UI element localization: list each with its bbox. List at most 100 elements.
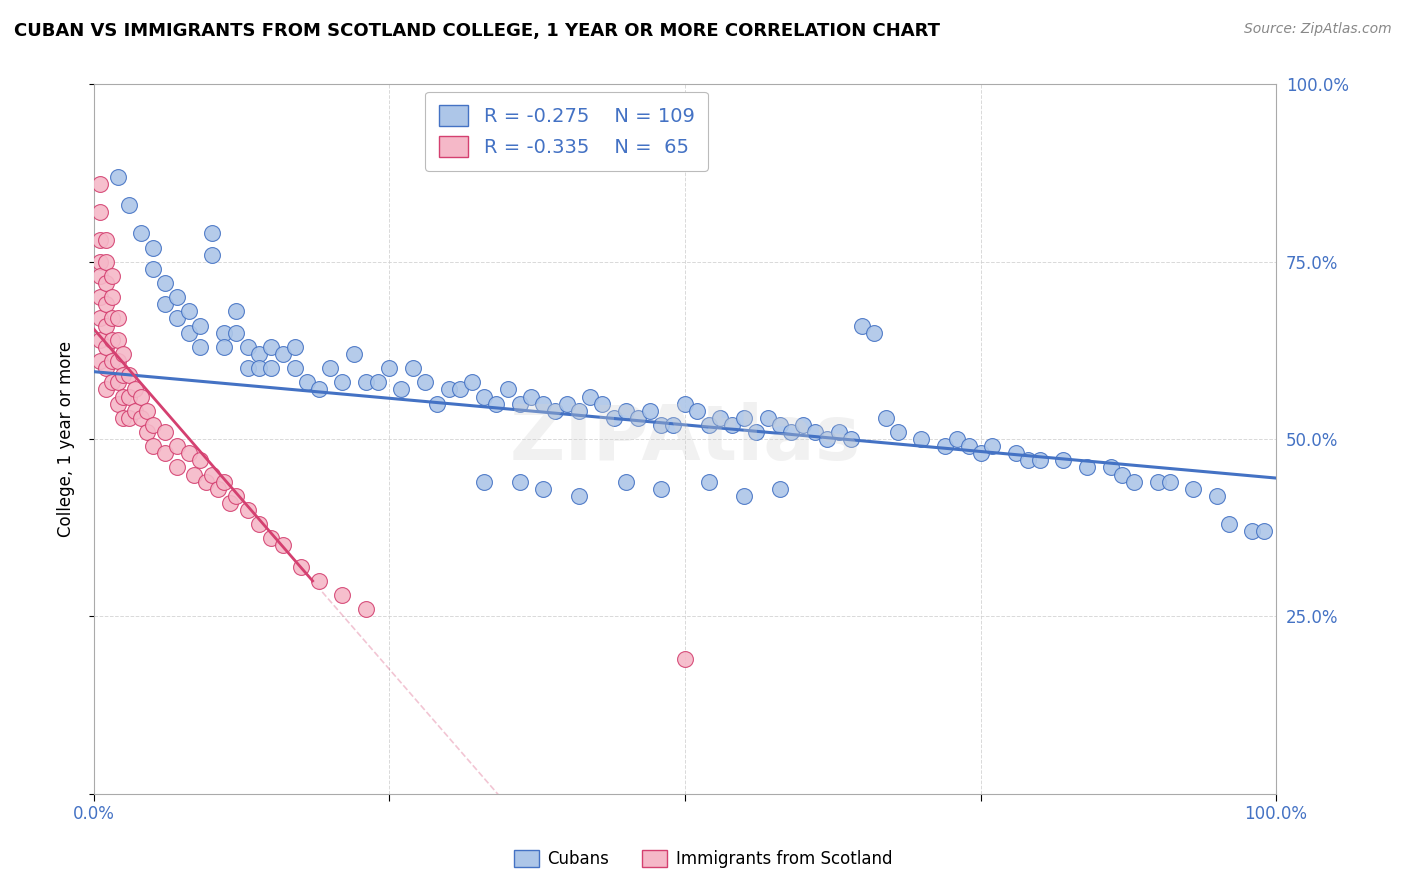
Point xyxy=(697,417,720,432)
Point xyxy=(201,467,224,482)
Point xyxy=(721,417,744,432)
Point xyxy=(94,276,117,290)
Point xyxy=(118,410,141,425)
Point xyxy=(94,234,117,248)
Point xyxy=(1017,453,1039,467)
Point xyxy=(1241,524,1264,539)
Point xyxy=(94,361,117,376)
Point xyxy=(485,396,508,410)
Point xyxy=(142,417,165,432)
Text: Source: ZipAtlas.com: Source: ZipAtlas.com xyxy=(1244,22,1392,37)
Point xyxy=(745,425,768,439)
Point xyxy=(1111,467,1133,482)
Point xyxy=(107,396,129,410)
Point xyxy=(260,532,283,546)
Point xyxy=(828,425,851,439)
Point xyxy=(94,318,117,333)
Point xyxy=(129,410,152,425)
Point xyxy=(284,361,307,376)
Point xyxy=(166,290,188,304)
Point xyxy=(118,390,141,404)
Point xyxy=(308,383,330,397)
Point xyxy=(195,475,218,489)
Point xyxy=(449,383,471,397)
Point xyxy=(129,227,152,241)
Point xyxy=(166,311,188,326)
Point xyxy=(402,361,425,376)
Point xyxy=(614,475,637,489)
Point xyxy=(188,340,211,354)
Point xyxy=(89,205,111,219)
Point xyxy=(1218,517,1240,532)
Point xyxy=(1076,460,1098,475)
Point xyxy=(112,390,135,404)
Point xyxy=(354,376,377,390)
Point xyxy=(124,403,146,417)
Point xyxy=(107,333,129,347)
Point xyxy=(780,425,803,439)
Point xyxy=(295,376,318,390)
Point xyxy=(89,333,111,347)
Point xyxy=(733,489,755,503)
Point xyxy=(260,340,283,354)
Point xyxy=(142,261,165,276)
Point xyxy=(568,489,591,503)
Point xyxy=(124,383,146,397)
Point xyxy=(1206,489,1229,503)
Point xyxy=(249,361,271,376)
Point xyxy=(201,247,224,261)
Point xyxy=(212,326,235,340)
Point xyxy=(367,376,389,390)
Point xyxy=(118,198,141,212)
Point xyxy=(768,417,790,432)
Legend: Cubans, Immigrants from Scotland: Cubans, Immigrants from Scotland xyxy=(508,843,898,875)
Point xyxy=(413,376,436,390)
Point xyxy=(804,425,827,439)
Point xyxy=(225,304,247,318)
Point xyxy=(815,432,838,446)
Point xyxy=(94,340,117,354)
Point xyxy=(188,453,211,467)
Point xyxy=(851,318,873,333)
Point xyxy=(89,290,111,304)
Point xyxy=(957,439,980,453)
Point xyxy=(555,396,578,410)
Point xyxy=(136,403,159,417)
Point xyxy=(89,234,111,248)
Point xyxy=(107,169,129,184)
Point xyxy=(260,361,283,376)
Point xyxy=(343,347,366,361)
Point xyxy=(662,417,685,432)
Point xyxy=(614,403,637,417)
Point xyxy=(166,460,188,475)
Point xyxy=(100,268,122,283)
Point xyxy=(733,410,755,425)
Point xyxy=(1253,524,1275,539)
Point xyxy=(271,538,294,552)
Point xyxy=(1099,460,1122,475)
Point xyxy=(969,446,991,460)
Point xyxy=(100,376,122,390)
Point xyxy=(934,439,956,453)
Point xyxy=(673,396,696,410)
Point xyxy=(910,432,932,446)
Point xyxy=(863,326,886,340)
Point xyxy=(792,417,814,432)
Point xyxy=(686,403,709,417)
Point xyxy=(107,376,129,390)
Point xyxy=(887,425,910,439)
Point xyxy=(100,311,122,326)
Point xyxy=(1159,475,1181,489)
Point xyxy=(236,361,259,376)
Point xyxy=(153,446,176,460)
Point xyxy=(354,602,377,616)
Point xyxy=(89,268,111,283)
Point xyxy=(249,347,271,361)
Point xyxy=(177,304,200,318)
Point xyxy=(142,439,165,453)
Point xyxy=(100,333,122,347)
Point xyxy=(472,475,495,489)
Point xyxy=(112,347,135,361)
Point xyxy=(756,410,779,425)
Y-axis label: College, 1 year or more: College, 1 year or more xyxy=(58,341,75,537)
